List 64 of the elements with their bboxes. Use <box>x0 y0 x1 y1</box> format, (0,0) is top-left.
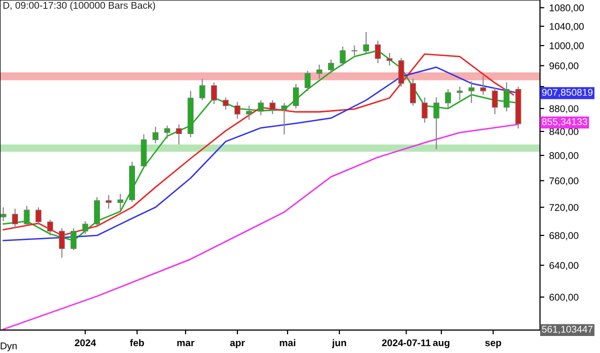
candlestick <box>24 205 30 226</box>
y-tick-label: 760,00 <box>550 177 578 186</box>
candlestick <box>445 88 452 110</box>
y-tick-label: 1040,00 <box>550 23 584 32</box>
candlestick <box>58 228 65 258</box>
candlestick <box>234 101 240 120</box>
candlestick <box>12 208 18 229</box>
candlestick <box>164 125 170 140</box>
candlestick <box>480 75 486 96</box>
y-tick-label: 960,00 <box>549 62 578 70</box>
x-tick-label: 2024-07-11 <box>382 339 431 346</box>
candlestick <box>398 57 404 88</box>
candlestick <box>456 86 463 101</box>
candlestick <box>176 124 182 146</box>
candlestick <box>386 52 392 66</box>
candlestick <box>199 78 206 101</box>
candlestick <box>106 194 112 210</box>
annotation: 855,34133 <box>542 118 588 126</box>
y-tick-label: 720,00 <box>550 204 578 212</box>
x-tick-label: 2024 <box>74 339 96 346</box>
y-tick-label: 640,00 <box>550 262 578 270</box>
candlestick <box>316 64 322 80</box>
candlestick <box>270 100 276 115</box>
candlestick <box>433 96 440 150</box>
y-tick-label: 1080,00 <box>550 4 584 12</box>
y-tick-label: 800,00 <box>549 152 578 160</box>
candlestick <box>35 206 42 226</box>
candlestick <box>246 105 252 120</box>
candlestick <box>374 40 381 64</box>
candlestick <box>281 102 288 135</box>
y-tick-label: 880,00 <box>549 105 578 114</box>
text: 561,103447 <box>542 326 592 334</box>
candlestick <box>351 45 358 56</box>
candlestick <box>468 80 474 104</box>
x-tick-label: feb <box>130 339 144 346</box>
candlestick <box>292 83 299 110</box>
y-tick-label: 1000,00 <box>550 42 584 50</box>
candlestick <box>492 87 498 115</box>
x-tick-label: mar <box>177 340 194 346</box>
x-tick-label: jun <box>332 339 346 348</box>
candlestick <box>211 82 217 105</box>
y-tick-label: 680,00 <box>550 232 578 240</box>
candlestick <box>410 78 416 106</box>
chart-title: D, 09:00-17:30 (100000 Bars Back) <box>4 2 156 11</box>
candlestick <box>117 193 124 212</box>
x-tick-label: sep <box>485 340 502 348</box>
candlestick <box>304 70 311 92</box>
candlestick <box>152 126 158 144</box>
candlestick <box>504 82 510 112</box>
candlestick <box>82 220 88 235</box>
x-tick-label: aug <box>433 340 450 348</box>
candlestick <box>47 219 54 236</box>
text: Dyn <box>0 342 17 352</box>
candlestick <box>328 59 334 74</box>
annotation: 907,850819 <box>542 88 593 97</box>
candlestick <box>258 100 264 116</box>
y-tick-label: 840,00 <box>549 128 578 136</box>
y-tick-label: 600,00 <box>550 294 578 302</box>
candlestick <box>222 96 229 110</box>
candlestick <box>422 96 428 124</box>
x-tick-label: mai <box>280 339 296 346</box>
candlestick <box>0 206 6 222</box>
candlestick <box>94 196 100 226</box>
x-tick-label: apr <box>230 340 245 348</box>
